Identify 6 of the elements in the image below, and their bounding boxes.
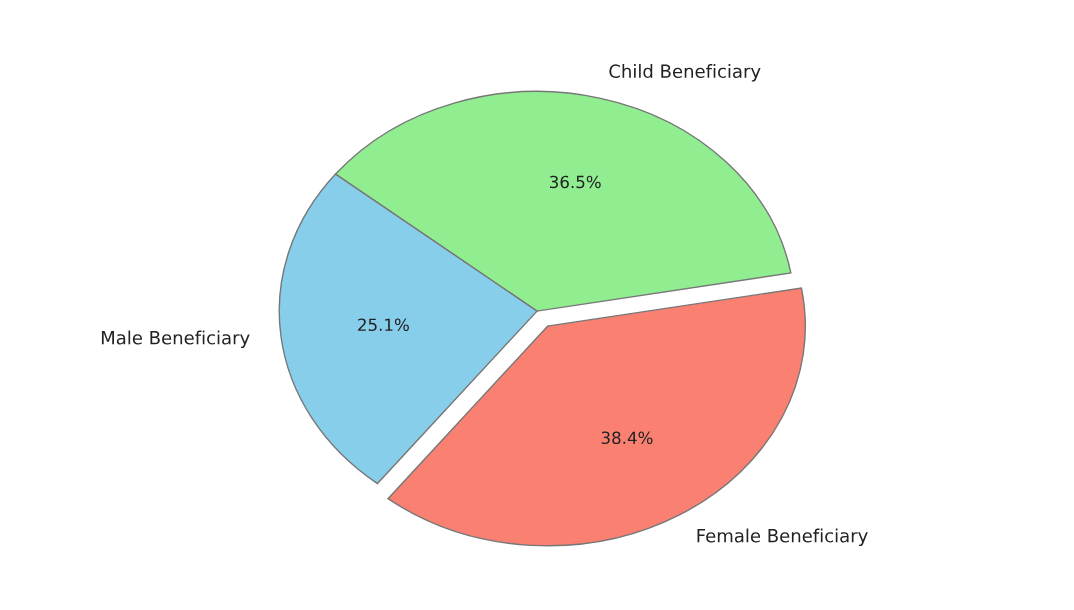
slice-label: Child Beneficiary — [609, 64, 761, 82]
slice-label: Female Beneficiary — [697, 528, 868, 546]
data-label: 38.4% — [601, 431, 653, 445]
data-label: 25.1% — [358, 318, 409, 332]
slice-label: Male Beneficiary — [101, 330, 250, 349]
data-label: 36.5% — [550, 175, 601, 189]
